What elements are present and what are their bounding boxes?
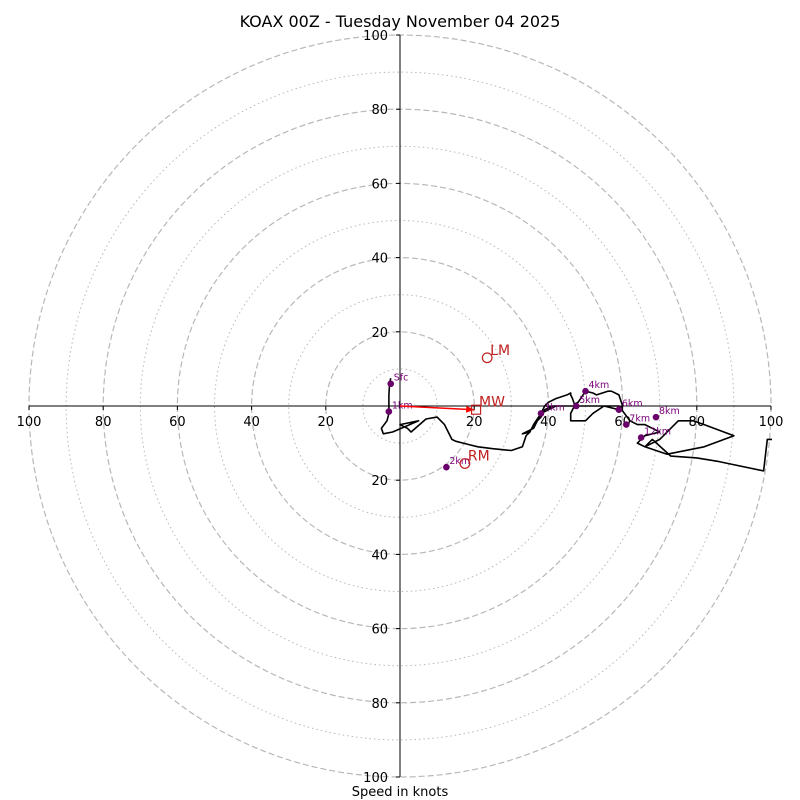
y-tick-label: 100 [363,29,388,44]
height-label-Sfc: Sfc [394,373,409,384]
y-tick-label: 80 [371,103,388,118]
motion-marker-RM [459,458,471,469]
x-tick-label: 60 [169,415,186,430]
height-label-7km: 7km [629,414,650,425]
motion-label-MW: MW [479,395,505,411]
y-tick-label: 20 [371,474,388,489]
y-tick-label: 80 [371,697,388,712]
hodograph-trace-group [380,378,772,472]
y-tick-label: 40 [371,548,388,563]
height-label-5km: 5km [579,395,600,406]
motion-marker-MW [470,404,482,415]
hodograph-trace [380,378,772,472]
height-marker-5km [572,402,580,410]
y-tick-label: 40 [371,252,388,267]
height-marker-12km [637,434,645,441]
shear-vector-head [466,405,475,413]
x-tick-label: 40 [540,415,557,430]
y-tick-label: 20 [371,326,388,341]
x-tick-label: 40 [243,415,260,430]
height-marker-6km [615,406,623,414]
height-label-3km: 3km [544,402,565,413]
x-tick-label: 80 [95,415,112,430]
height-label-6km: 6km [622,399,643,410]
x-tick-label: 20 [318,415,335,430]
height-marker-Sfc [387,380,395,388]
x-tick-label: 20 [466,415,483,430]
chart-title: KOAX 00Z - Tuesday November 04 2025 [240,12,561,31]
height-label-12km: 12km [644,427,671,438]
height-marker-7km [623,421,630,428]
height-label-8km: 8km [659,406,680,417]
height-marker-2km [443,463,450,471]
shear-vector-line [399,405,475,411]
height-marker-8km [652,413,660,421]
motion-marker-LM [481,352,493,364]
motion-label-RM: RM [468,449,490,465]
height-marker-1km [385,408,393,415]
height-label-4km: 4km [589,380,610,391]
y-tick-label: 100 [363,771,388,786]
height-marker-4km [582,387,589,395]
x-tick-label: 100 [17,415,42,430]
x-tick-label: 100 [759,415,784,430]
storm-motion-markers: LM RM MW [399,343,510,469]
y-tick-label: 60 [371,623,388,638]
height-label-2km: 2km [449,456,470,467]
height-marker-3km [537,410,545,417]
x-axis-label: Speed in knots [352,785,449,800]
motion-label-LM: LM [490,343,510,359]
y-tick-label: 60 [371,177,388,192]
